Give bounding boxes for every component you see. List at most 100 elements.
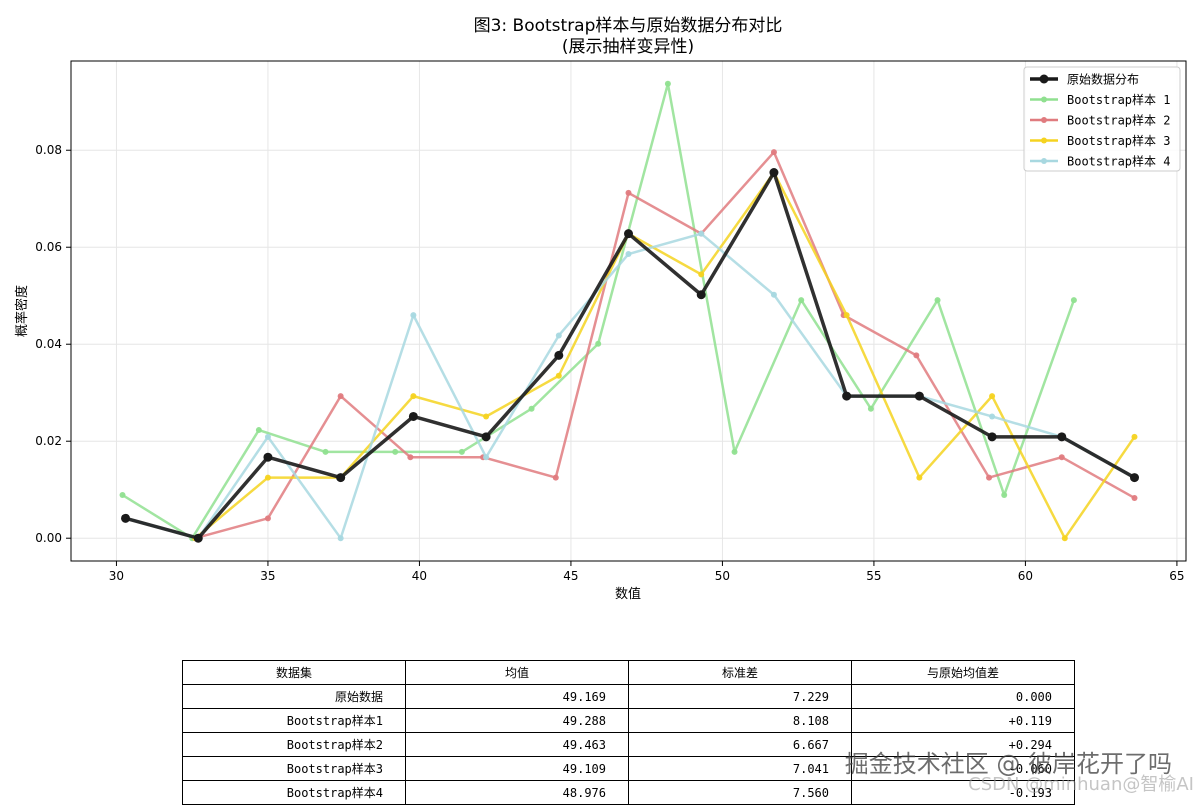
bootstrap-point: [1070, 297, 1077, 304]
bootstrap-point: [989, 393, 996, 400]
original-point: [408, 411, 418, 421]
bootstrap-point: [337, 535, 344, 542]
chart-subtitle: (展示抽样变异性): [562, 37, 694, 57]
table-cell: 原始数据: [182, 684, 406, 709]
bootstrap-point: [552, 474, 559, 481]
y-tick-label: 0.00: [35, 531, 62, 545]
bootstrap-point: [731, 448, 738, 455]
plot-frame: [70, 60, 1187, 562]
bootstrap-point: [255, 427, 262, 434]
original-point: [842, 391, 852, 401]
bootstrap-point: [410, 393, 417, 400]
table-cell: 7.229: [628, 684, 852, 709]
y-tick-label: 0.06: [35, 240, 62, 254]
table-cell: 49.288: [405, 708, 629, 733]
original-point: [769, 168, 779, 178]
series-bootstrap-4: [122, 230, 1138, 542]
bootstrap-point: [1131, 494, 1138, 501]
table-cell: +0.119: [851, 708, 1075, 733]
original-point: [336, 473, 346, 483]
original-point: [914, 391, 924, 401]
original-point: [121, 513, 131, 523]
legend-label: 原始数据分布: [1067, 72, 1139, 87]
bootstrap-point: [1001, 492, 1008, 499]
bootstrap-point: [555, 372, 562, 379]
bootstrap-point: [798, 297, 805, 304]
table-cell: 48.976: [405, 780, 629, 805]
table-header-row: 数据集 均值 标准差 与原始均值差: [182, 660, 1075, 685]
bootstrap-point: [698, 230, 705, 237]
bootstrap-point: [483, 413, 490, 420]
bootstrap-point: [625, 189, 632, 196]
grid: [71, 61, 1186, 561]
watermark: 掘金技术社区 @ 彼岸花开了吗: [844, 750, 1172, 778]
bootstrap-point: [989, 413, 996, 420]
table-row: 原始数据 49.169 7.229 0.000: [182, 684, 1075, 709]
table-row: Bootstrap样本1 49.288 8.108 +0.119: [182, 708, 1075, 733]
table-header: 与原始均值差: [851, 660, 1075, 685]
chart: 图3: Bootstrap样本与原始数据分布对比 (展示抽样变异性) 30 35 4…: [14, 16, 1187, 602]
legend-label: Bootstrap样本 2: [1067, 113, 1170, 128]
table-header: 均值: [405, 660, 629, 685]
original-point: [987, 432, 997, 442]
x-tick-label: 50: [715, 569, 730, 583]
bootstrap-line: [125, 232, 1136, 540]
bootstrap-point: [337, 393, 344, 400]
bootstrap-point: [528, 405, 535, 412]
legend: 原始数据分布 Bootstrap样本 1 Bootstrap样本 2 Bootstra…: [1023, 66, 1181, 172]
bootstrap-point: [322, 448, 329, 455]
x-tick-label: 55: [866, 569, 881, 583]
series-bootstrap-3: [192, 169, 1138, 542]
table-header: 数据集: [182, 660, 406, 685]
bootstrap-point: [483, 454, 490, 461]
bootstrap-line: [194, 171, 1136, 540]
series-bootstrap-2: [192, 149, 1138, 542]
original-point: [624, 229, 633, 239]
x-tick-label: 60: [1018, 569, 1033, 583]
x-tick-label: 35: [260, 569, 275, 583]
x-tick-label: 30: [109, 569, 124, 583]
table-cell: 7.560: [628, 780, 852, 805]
x-tick-label: 40: [412, 569, 427, 583]
series-layer: [119, 80, 1139, 543]
bootstrap-point: [1061, 535, 1068, 542]
y-tick-label: 0.04: [35, 337, 62, 351]
bootstrap-point: [916, 474, 923, 481]
bootstrap-point: [555, 332, 562, 339]
table-header: 标准差: [628, 660, 852, 685]
bootstrap-point: [264, 433, 271, 440]
bootstrap-point: [1058, 454, 1065, 461]
original-point: [696, 290, 706, 300]
stats-table: 数据集 均值 标准差 与原始均值差 原始数据 49.169 7.229 0.00…: [182, 660, 1075, 805]
legend-swatch-marker: [1041, 158, 1047, 164]
table-cell: Bootstrap样本3: [182, 756, 406, 781]
table-cell: 49.169: [405, 684, 629, 709]
bootstrap-point: [264, 474, 271, 481]
original-point: [1129, 473, 1139, 483]
bootstrap-point: [664, 80, 671, 87]
table-cell: 7.041: [628, 756, 852, 781]
table-cell: 0.000: [851, 684, 1075, 709]
chart-title: 图3: Bootstrap样本与原始数据分布对比: [474, 16, 783, 36]
bootstrap-point: [843, 312, 850, 319]
bootstrap-point: [264, 515, 271, 522]
original-point: [1057, 432, 1067, 442]
table-cell: Bootstrap样本4: [182, 780, 406, 805]
bootstrap-point: [986, 474, 993, 481]
table-cell: 6.667: [628, 732, 852, 757]
bootstrap-point: [913, 352, 920, 359]
legend-label: Bootstrap样本 1: [1067, 92, 1170, 107]
x-tick-label: 45: [563, 569, 578, 583]
series-bootstrap-1: [119, 80, 1077, 542]
table-cell: +0.294: [851, 732, 1075, 757]
ticks: 30 35 40 45 50 55 60 65 0.00 0.02 0.04 0.06 0.08: [35, 143, 1184, 583]
bootstrap-point: [410, 312, 417, 319]
legend-swatch-marker: [1041, 96, 1047, 103]
bootstrap-point: [119, 492, 126, 499]
watermark-sub: CSDN @minhuan@智榆AI: [968, 774, 1194, 795]
bootstrap-point: [407, 454, 414, 461]
bootstrap-point: [458, 448, 465, 455]
legend-swatch-marker: [1039, 74, 1049, 84]
bootstrap-point: [770, 149, 777, 156]
table-cell: -0.060: [851, 756, 1075, 781]
